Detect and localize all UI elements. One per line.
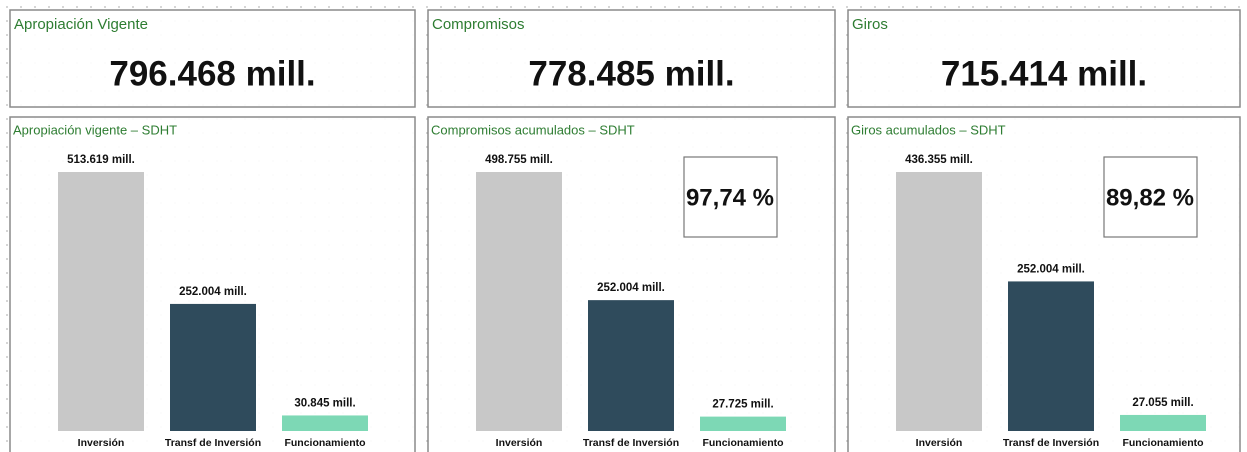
card-title: Giros — [852, 16, 888, 33]
bar — [58, 172, 144, 431]
value-label: 30.845 mill. — [294, 397, 355, 409]
percent-value: 97,74 % — [686, 184, 774, 211]
chart-title: Apropiación vigente – SDHT — [13, 122, 177, 137]
bar — [1120, 414, 1206, 431]
chart-title: Giros acumulados – SDHT — [851, 122, 1006, 137]
bar — [896, 172, 982, 431]
percent-box — [683, 156, 778, 238]
value-label: 27.055 mill. — [1132, 397, 1193, 409]
percent-value: 89,82 % — [1106, 184, 1194, 211]
value-label: 252.004 mill. — [179, 286, 247, 298]
card-value: 796.468 mill. — [109, 54, 315, 93]
category-label: Funcionamiento — [1122, 437, 1203, 449]
value-label: 27.725 mill. — [712, 399, 773, 411]
category-label: Transf de Inversión — [1003, 437, 1099, 449]
category-label: Funcionamiento — [284, 437, 365, 449]
category-label: Inversión — [78, 437, 125, 449]
value-label: 498.755 mill. — [485, 154, 553, 166]
bar — [476, 172, 562, 431]
value-label: 513.619 mill. — [67, 154, 135, 166]
kpi-card — [9, 9, 416, 108]
value-label: 436.355 mill. — [905, 154, 973, 166]
category-label: Transf de Inversión — [165, 437, 261, 449]
category-label: Transf de Inversión — [583, 437, 679, 449]
category-label: Inversión — [496, 437, 543, 449]
kpi-card — [427, 9, 836, 108]
category-label: Inversión — [916, 437, 963, 449]
value-label: 252.004 mill. — [1017, 263, 1085, 275]
bar — [588, 300, 674, 431]
percent-box — [1103, 156, 1198, 238]
category-label: Funcionamiento — [702, 437, 783, 449]
card-value: 778.485 mill. — [528, 54, 734, 93]
bar — [1008, 281, 1094, 431]
card-value: 715.414 mill. — [941, 54, 1147, 93]
chart-title: Compromisos acumulados – SDHT — [431, 122, 635, 137]
card-title: Apropiación Vigente — [14, 16, 148, 33]
bar — [282, 415, 368, 431]
kpi-card — [847, 9, 1241, 108]
bar — [700, 416, 786, 431]
card-title: Compromisos — [432, 16, 525, 33]
value-label: 252.004 mill. — [597, 282, 665, 294]
bar — [170, 303, 256, 431]
